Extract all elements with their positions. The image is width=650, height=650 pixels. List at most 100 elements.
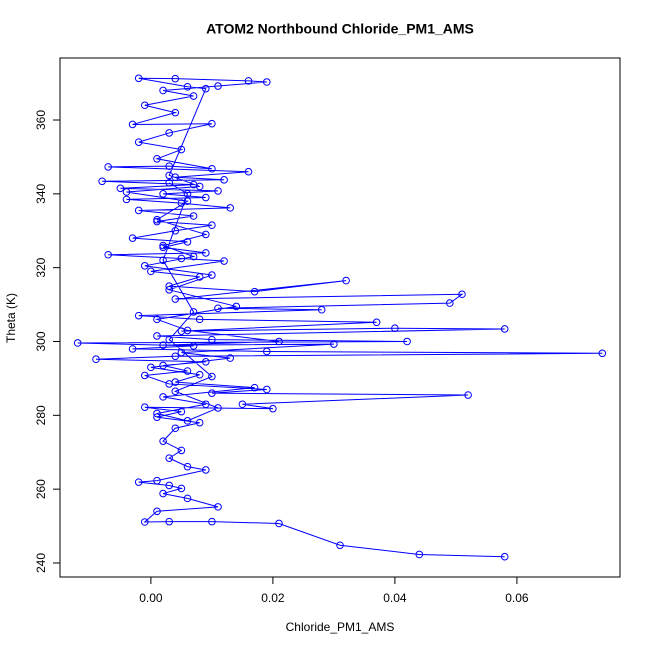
data-point	[183, 326, 192, 335]
data-point	[238, 400, 247, 409]
data-point	[177, 484, 186, 493]
data-point	[134, 138, 143, 146]
data-point	[208, 221, 216, 230]
data-point	[183, 190, 192, 198]
data-point	[262, 385, 271, 394]
data-point	[177, 446, 186, 455]
data-point	[391, 324, 399, 333]
data-point	[183, 462, 192, 471]
data-point	[140, 518, 149, 526]
data-point	[336, 541, 344, 550]
data-point	[201, 193, 210, 202]
data-point	[153, 215, 161, 224]
data-point	[159, 393, 167, 401]
data-point	[214, 82, 222, 90]
data-point	[140, 262, 149, 270]
data-point	[214, 503, 222, 511]
data-point	[165, 517, 173, 526]
data-point	[171, 378, 180, 386]
data-point	[189, 308, 198, 316]
data-point	[262, 347, 271, 356]
data-point	[208, 164, 216, 173]
data-point	[208, 335, 216, 344]
data-point	[177, 254, 186, 263]
data-point	[165, 335, 173, 344]
data-point	[153, 507, 161, 516]
data-point	[262, 78, 271, 86]
data-point	[73, 339, 82, 347]
data-point	[275, 519, 283, 528]
data-point	[208, 119, 216, 128]
data-point	[153, 476, 161, 485]
data-point	[159, 341, 167, 349]
x-tick-label: 0.04	[383, 591, 407, 605]
data-point	[317, 305, 326, 314]
data-point	[165, 129, 173, 137]
data-point	[165, 282, 173, 290]
data-point	[140, 371, 149, 380]
data-point	[140, 403, 149, 411]
y-tick-label: 260	[34, 479, 48, 499]
x-tick-label: 0.00	[139, 591, 163, 605]
data-point	[171, 295, 180, 303]
data-point	[464, 391, 472, 399]
data-point	[153, 332, 161, 340]
data-point	[159, 86, 167, 95]
data-point	[183, 494, 192, 503]
data-point	[201, 249, 210, 257]
data-point	[500, 325, 509, 333]
data-point	[208, 389, 216, 397]
data-point	[330, 340, 338, 348]
y-tick-label: 340	[34, 184, 48, 204]
data-point	[208, 517, 216, 526]
y-tick-label: 280	[34, 405, 48, 425]
data-point	[201, 230, 210, 239]
data-point	[214, 404, 222, 412]
data-point	[134, 311, 143, 320]
data-point	[183, 238, 192, 246]
x-axis-label: Chloride_PM1_AMS	[286, 620, 395, 634]
data-point	[250, 383, 259, 392]
data-point	[195, 418, 204, 427]
data-point	[165, 481, 173, 490]
data-point	[208, 372, 216, 381]
data-point	[165, 178, 173, 187]
data-point	[128, 234, 137, 242]
x-tick-label: 0.06	[505, 591, 529, 605]
data-point	[183, 197, 192, 206]
data-point	[195, 315, 204, 324]
data-point	[189, 252, 198, 261]
data-point	[128, 345, 137, 353]
data-point	[446, 299, 454, 307]
data-point	[165, 171, 173, 180]
data-point	[134, 478, 143, 486]
data-point	[189, 342, 198, 350]
data-point	[153, 154, 161, 163]
data-point	[92, 355, 100, 364]
data-point	[183, 367, 192, 375]
data-point	[195, 182, 204, 191]
plot-frame	[59, 57, 621, 578]
chart-title: ATOM2 Northbound Chloride_PM1_AMS	[206, 21, 474, 37]
data-point	[159, 256, 167, 265]
data-point	[244, 77, 253, 85]
data-point	[183, 417, 192, 425]
data-point	[134, 74, 143, 83]
data-point	[201, 357, 210, 366]
data-point	[403, 337, 411, 346]
data-point	[177, 348, 186, 357]
data-point	[165, 162, 173, 170]
data-point	[342, 276, 350, 285]
data-point	[159, 437, 167, 445]
data-point	[159, 241, 167, 250]
data-point	[153, 413, 161, 421]
data-point	[153, 409, 161, 418]
data-point	[226, 204, 234, 212]
data-point	[183, 82, 192, 91]
data-point	[171, 387, 180, 396]
data-point	[275, 337, 283, 346]
data-point	[598, 349, 607, 358]
data-point	[98, 177, 106, 186]
